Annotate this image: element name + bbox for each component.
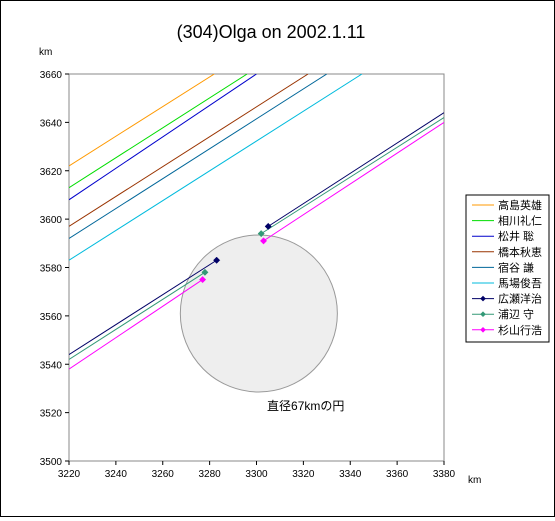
y-tick-label: 3620 — [40, 167, 63, 178]
x-tick-label: 3300 — [245, 469, 268, 480]
x-tick-label: 3320 — [292, 469, 315, 480]
x-tick-label: 3340 — [339, 469, 362, 480]
series-line — [69, 74, 215, 167]
legend-label: 馬場俊吾 — [498, 276, 542, 290]
x-tick-label: 3380 — [433, 469, 456, 480]
y-tick-label: 3560 — [40, 312, 63, 323]
series-line — [260, 117, 444, 235]
marker-layer — [199, 222, 272, 284]
legend-marker — [480, 327, 486, 333]
series-line — [69, 74, 248, 189]
tick-layer: 3220 3240 3260 3280 3300 3320 3340 3360 3380 3500… — [40, 70, 456, 480]
legend-label: 相川礼仁 — [498, 214, 542, 228]
y-tick-label: 3660 — [40, 70, 63, 81]
legend-marker — [480, 311, 486, 317]
series-marker — [201, 268, 209, 276]
x-tick-label: 3280 — [199, 469, 222, 480]
legend-label: 松井 聡 — [498, 229, 534, 243]
series-line — [69, 279, 203, 370]
series-line — [69, 259, 217, 355]
legend-label: 杉山行浩 — [498, 323, 542, 337]
series-marker — [213, 256, 221, 264]
occultation-circle — [179, 234, 338, 393]
legend-label: 広瀬洋治 — [498, 292, 542, 306]
series-line — [69, 74, 328, 239]
series-line — [263, 121, 444, 242]
circle-layer — [179, 234, 338, 393]
legend-label: 浦辺 守 — [498, 307, 534, 321]
series-marker — [259, 237, 268, 245]
series-line — [69, 74, 257, 201]
legend-box — [465, 194, 550, 343]
x-tick-label: 3220 — [58, 469, 81, 480]
x-tick-label: 3360 — [386, 469, 409, 480]
chart-title: (304)Olga on 2002.1.11 — [177, 22, 366, 42]
legend-marker — [480, 295, 486, 302]
series-marker — [199, 276, 207, 284]
series-line — [267, 112, 444, 227]
y-axis-unit: km — [39, 47, 52, 58]
x-tick-label: 3260 — [152, 469, 175, 480]
series-marker — [264, 222, 272, 230]
x-axis-unit: km — [468, 475, 481, 486]
legend-label: 宿谷 謙 — [498, 260, 534, 274]
y-tick-label: 3640 — [40, 118, 63, 129]
legend-label: 橋本秋恵 — [498, 245, 542, 259]
x-tick-label: 3240 — [105, 469, 128, 480]
series-marker — [257, 230, 265, 238]
y-tick-label: 3500 — [40, 457, 63, 468]
legend-label: 高島英雄 — [498, 198, 542, 212]
y-tick-label: 3540 — [40, 360, 63, 371]
series-line — [69, 74, 363, 261]
series-line — [69, 271, 206, 360]
y-tick-label: 3600 — [40, 215, 63, 226]
circle-label: 直径67kmの円 — [267, 399, 344, 413]
series-layer — [69, 74, 444, 370]
series-line — [69, 74, 309, 227]
y-tick-label: 3580 — [40, 264, 63, 275]
y-tick-label: 3520 — [40, 409, 63, 420]
